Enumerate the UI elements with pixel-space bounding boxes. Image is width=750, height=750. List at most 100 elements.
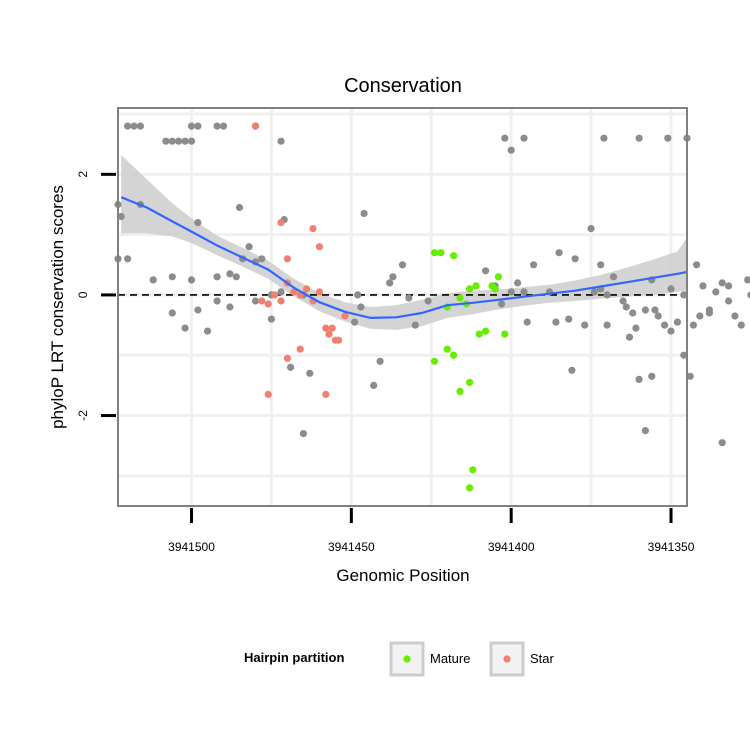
- data-point-mature: [437, 249, 445, 257]
- data-point-other: [603, 321, 611, 329]
- data-point-other: [667, 327, 675, 335]
- data-point-other: [654, 312, 662, 320]
- data-point-other: [501, 134, 509, 142]
- data-point-other: [648, 372, 656, 380]
- data-point-other: [498, 300, 506, 308]
- y-tick-label: 0: [76, 291, 90, 298]
- data-point-other: [725, 282, 733, 290]
- data-point-other: [597, 261, 605, 269]
- data-point-mature: [456, 387, 464, 395]
- data-point-other: [737, 321, 745, 329]
- data-point-other: [651, 306, 659, 314]
- data-point-other: [680, 291, 688, 299]
- data-point-other: [117, 212, 125, 221]
- legend-key-star: [489, 641, 525, 677]
- data-point-mature: [475, 330, 483, 338]
- data-point-other: [124, 122, 132, 130]
- data-point-other: [194, 122, 202, 130]
- data-point-other: [187, 122, 196, 130]
- data-point-star: [264, 390, 272, 398]
- data-point-mature: [430, 357, 439, 365]
- data-point-other: [641, 306, 650, 314]
- legend-swatch-star: [503, 655, 511, 663]
- data-point-other: [351, 318, 359, 326]
- x-tick-label: 3941400: [488, 540, 535, 554]
- data-point-other: [235, 203, 244, 212]
- data-point-other: [354, 291, 362, 299]
- data-point-other: [213, 297, 221, 305]
- data-point-other: [168, 137, 176, 145]
- data-point-other: [258, 255, 266, 263]
- data-point-other: [587, 225, 595, 233]
- data-point-other: [747, 291, 750, 299]
- data-point-other: [571, 255, 579, 263]
- y-axis: -2 0 2: [76, 171, 116, 421]
- data-point-other: [693, 261, 701, 269]
- data-point-mature: [456, 294, 464, 302]
- data-point-other: [277, 137, 285, 145]
- data-point-other: [725, 297, 733, 305]
- data-point-other: [277, 288, 285, 296]
- data-point-other: [219, 122, 228, 130]
- data-point-star: [264, 300, 272, 308]
- data-point-other: [705, 306, 714, 314]
- data-point-other: [600, 134, 608, 142]
- data-point-other: [667, 285, 675, 293]
- data-point-star: [309, 225, 317, 233]
- data-point-other: [590, 288, 598, 296]
- data-point-star: [315, 243, 323, 251]
- data-point-other: [168, 309, 176, 317]
- points-layer: [114, 122, 750, 492]
- data-point-other: [718, 439, 726, 447]
- data-point-other: [625, 333, 634, 341]
- data-point-other: [581, 321, 589, 329]
- data-point-other: [680, 351, 688, 359]
- data-point-other: [632, 324, 640, 332]
- data-point-star: [277, 297, 285, 305]
- data-point-other: [124, 255, 132, 263]
- data-point-other: [520, 134, 528, 142]
- data-point-other: [731, 312, 739, 320]
- data-point-other: [641, 427, 650, 435]
- legend-label-mature: Mature: [430, 651, 470, 666]
- x-axis: 3941500 3941450 3941400 3941350: [168, 508, 695, 554]
- data-point-other: [689, 321, 698, 329]
- data-point-other: [287, 363, 295, 371]
- data-point-other: [175, 137, 183, 145]
- data-point-other: [370, 381, 378, 389]
- data-point-star: [303, 285, 311, 293]
- data-point-other: [232, 273, 240, 281]
- data-point-star: [283, 255, 291, 263]
- data-point-other: [162, 137, 170, 145]
- data-point-other: [306, 369, 314, 377]
- data-point-mature: [472, 282, 480, 290]
- data-point-other: [718, 279, 726, 287]
- data-point-other: [226, 270, 234, 278]
- data-point-other: [389, 273, 397, 281]
- y-tick-label: 2: [76, 171, 90, 178]
- legend-swatch-mature: [403, 655, 411, 663]
- confidence-band: [121, 155, 687, 330]
- data-point-other: [194, 306, 202, 314]
- data-point-star: [325, 330, 333, 338]
- data-point-other: [203, 327, 212, 335]
- data-point-mature: [466, 285, 474, 293]
- data-point-other: [712, 288, 720, 296]
- data-point-star: [283, 354, 291, 362]
- data-point-star: [328, 324, 336, 332]
- data-point-mature: [501, 330, 509, 338]
- data-point-other: [267, 315, 275, 323]
- data-point-other: [686, 372, 694, 380]
- data-point-mature: [430, 249, 439, 257]
- data-point-other: [609, 273, 618, 281]
- x-tick-label: 3941500: [168, 540, 215, 554]
- data-point-other: [555, 249, 563, 257]
- data-point-other: [411, 321, 419, 329]
- data-point-other: [530, 261, 538, 269]
- legend: Hairpin partition Mature Star: [244, 641, 555, 677]
- data-point-other: [181, 137, 189, 145]
- confidence-band-layer: [121, 155, 687, 330]
- data-point-other: [514, 279, 522, 287]
- data-point-other: [629, 309, 637, 317]
- plot-panel-border: [117, 107, 688, 507]
